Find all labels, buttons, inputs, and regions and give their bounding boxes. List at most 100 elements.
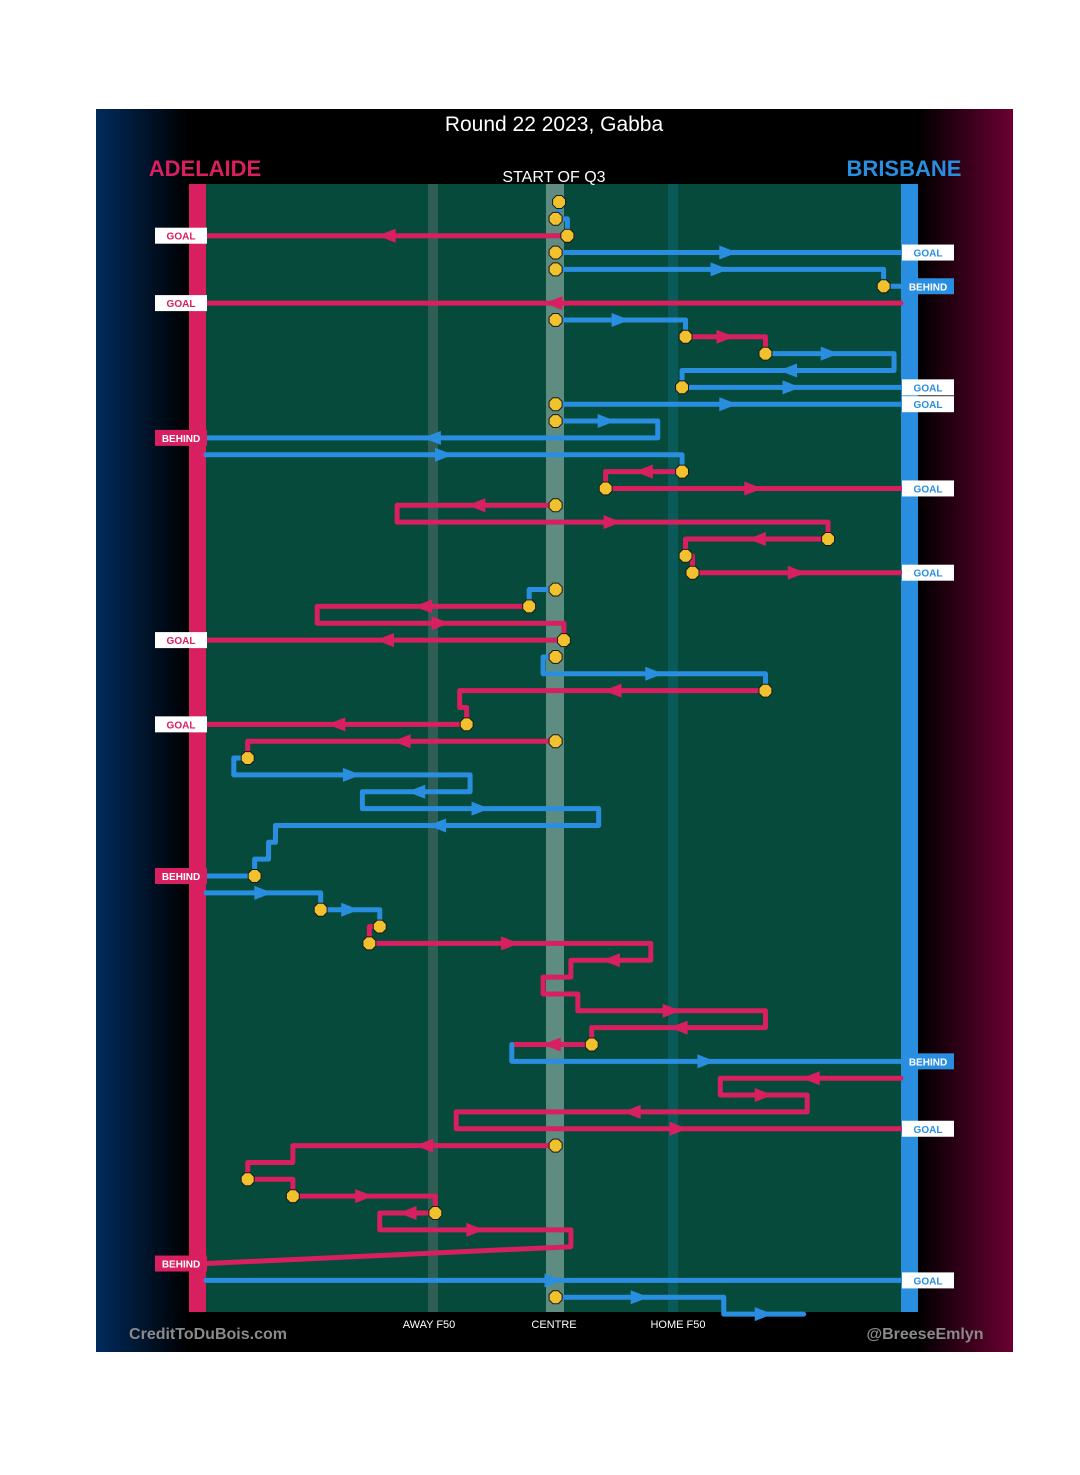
result-badge-goal (902, 1120, 954, 1137)
chain-arrow (801, 1071, 820, 1086)
result-badge-goal (155, 295, 207, 312)
result-label: BEHIND (162, 434, 200, 445)
stoppage-marker (548, 211, 563, 226)
home-f50-line (668, 184, 678, 1312)
x-label-home-f50: HOME F50 (650, 1319, 705, 1331)
result-badge-goal (902, 480, 954, 497)
stoppage-marker (372, 919, 387, 934)
chain-arrow (645, 666, 664, 681)
chain-arrow (544, 1273, 563, 1288)
chain-arrow (782, 380, 801, 395)
result-label: BEHIND (162, 1260, 200, 1271)
result-label: GOAL (914, 484, 943, 495)
chain-arrow (697, 1054, 716, 1069)
result-label: GOAL (167, 232, 196, 243)
stoppage-marker (685, 565, 700, 580)
result-badge-goal (155, 716, 207, 733)
chain-arrow (544, 296, 563, 311)
stoppage-marker (428, 1206, 443, 1220)
stoppage-marker (548, 734, 563, 749)
chain-arrow (501, 936, 520, 951)
result-label: GOAL (914, 249, 943, 260)
stoppage-marker (548, 582, 563, 597)
result-badge-goal (902, 1272, 954, 1289)
chain-adelaide (394, 502, 831, 542)
chain-arrow (342, 767, 361, 782)
chain-arrow (716, 329, 735, 344)
chain-arrow (662, 1003, 681, 1018)
stoppage-marker (584, 1037, 599, 1052)
result-badge-goal (155, 227, 207, 244)
chain-arrow (377, 228, 396, 243)
result-label: GOAL (167, 299, 196, 310)
result-label: GOAL (914, 569, 943, 580)
chain-arrow (428, 818, 447, 833)
chain-arrow (669, 1020, 688, 1035)
result-label: GOAL (914, 1276, 943, 1287)
stoppage-marker (557, 633, 571, 648)
stoppage-marker (548, 245, 563, 260)
chain-arrow (415, 1138, 434, 1153)
result-badge-behind (902, 278, 954, 295)
chain-arrow (787, 565, 806, 580)
stoppage-marker (459, 717, 474, 732)
stoppage-marker (548, 1138, 563, 1153)
title-bar (189, 109, 918, 184)
chain-arrow (407, 784, 426, 799)
chain-arrow (603, 515, 622, 530)
stoppage-marker (240, 1172, 255, 1187)
chain-arrow (466, 1222, 485, 1237)
credit-left: CreditToDuBois.com (129, 1326, 287, 1343)
chain-arrow (435, 447, 454, 462)
stoppage-marker (548, 1290, 563, 1305)
chart-subtitle: START OF Q3 (502, 169, 605, 186)
stoppage-marker (522, 599, 537, 614)
stoppage-marker (560, 228, 575, 243)
stoppage-marker (876, 279, 891, 294)
chain-arrow (820, 346, 839, 361)
result-label: BEHIND (909, 1057, 947, 1068)
chain-arrow (754, 1307, 773, 1322)
chain-arrow (542, 1037, 561, 1052)
chain-arrow (754, 1088, 773, 1103)
result-label: GOAL (914, 400, 943, 411)
chain-arrow (622, 1104, 641, 1119)
chain-arrow (392, 734, 411, 749)
stoppage-marker (678, 548, 693, 563)
chain-arrow (603, 683, 622, 698)
stoppage-marker (285, 1189, 300, 1204)
team-left-label: ADELAIDE (149, 156, 261, 181)
chain-adelaide (203, 688, 768, 727)
chain-arrow (398, 1206, 417, 1220)
chain-arrow (744, 481, 763, 496)
result-badge-goal (902, 379, 954, 396)
stoppage-marker (552, 195, 566, 209)
stoppage-marker (247, 869, 262, 883)
result-label: GOAL (914, 383, 943, 394)
result-badge-goal (155, 632, 207, 649)
chain-arrow (601, 953, 620, 968)
result-label: BEHIND (909, 282, 947, 293)
right-panel (918, 109, 1013, 1352)
result-badge-behind (155, 868, 207, 884)
result-label: GOAL (167, 720, 196, 731)
chain-arrow (467, 498, 486, 513)
stoppage-marker (758, 346, 773, 361)
chain-arrow (422, 430, 441, 445)
adelaide-goal-line (189, 184, 206, 1312)
stoppage-marker (362, 936, 377, 951)
chain-arrow (669, 1121, 688, 1136)
chain-arrow (254, 885, 273, 900)
credit-right: @BreeseEmlyn (867, 1326, 984, 1343)
x-label-away-f50: AWAY F50 (403, 1319, 456, 1331)
chain-arrow (355, 1189, 374, 1204)
result-badge-goal (902, 396, 954, 413)
stoppage-marker (313, 902, 328, 917)
markers-layer (240, 195, 891, 1305)
stoppage-marker (675, 380, 689, 395)
stoppage-marker (548, 650, 563, 664)
result-label: GOAL (914, 1125, 943, 1136)
chain-arrow (471, 801, 490, 816)
result-badge-goal (902, 244, 954, 261)
